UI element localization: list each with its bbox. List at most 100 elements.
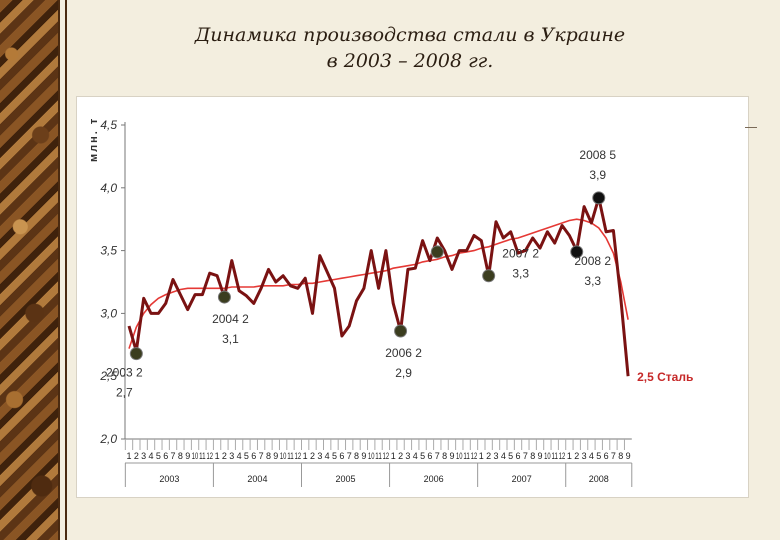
x-tick-label-month: 7 xyxy=(435,451,440,461)
x-tick-label-month: 12 xyxy=(206,451,213,461)
y-axis-label: млн. т xyxy=(88,117,100,162)
x-tick-label-month: 8 xyxy=(618,451,623,461)
marble-border xyxy=(0,0,58,540)
x-tick-label-month: 9 xyxy=(361,451,366,461)
y-tick-label: 2,0 xyxy=(99,432,117,446)
x-tick-label-month: 9 xyxy=(273,451,278,461)
y-tick-label: 3,5 xyxy=(100,244,117,258)
x-tick-label-month: 8 xyxy=(530,451,535,461)
x-tick-label-month: 11 xyxy=(287,451,294,461)
x-tick-label-year: 2005 xyxy=(336,474,356,484)
x-tick-label-month: 4 xyxy=(237,451,242,461)
annotation-label: 2007 2 xyxy=(502,247,539,261)
annotation-value: 3,1 xyxy=(222,332,239,346)
x-tick-label-month: 4 xyxy=(589,451,594,461)
x-tick-label-month: 2 xyxy=(222,451,227,461)
border-line xyxy=(58,0,60,540)
x-tick-label-month: 2 xyxy=(398,451,403,461)
x-tick-label-month: 4 xyxy=(149,451,154,461)
x-tick-label-month: 10 xyxy=(456,451,463,461)
slide-title-line1: Динамика производства стали в Украине xyxy=(194,24,626,46)
x-tick-label-month: 4 xyxy=(413,451,418,461)
y-tick-label: 4,0 xyxy=(100,181,117,195)
x-tick-label-month: 7 xyxy=(523,451,528,461)
x-tick-label-month: 12 xyxy=(471,451,478,461)
x-tick-label-year: 2008 xyxy=(589,474,609,484)
trend-line xyxy=(128,218,629,349)
x-tick-label-month: 9 xyxy=(185,451,190,461)
x-tick-label-month: 4 xyxy=(325,451,330,461)
x-tick-label-month: 1 xyxy=(303,451,308,461)
x-tick-label-month: 7 xyxy=(259,451,264,461)
x-tick-label-month: 6 xyxy=(516,451,521,461)
x-tick-label-month: 9 xyxy=(626,451,631,461)
slide-title: Динамика производства стали в Украине в … xyxy=(110,22,710,74)
x-tick-label-month: 2 xyxy=(486,451,491,461)
annotation-label: 2003 2 xyxy=(106,366,143,380)
x-tick-label-month: 10 xyxy=(280,451,287,461)
x-tick-label-month: 7 xyxy=(611,451,616,461)
x-tick-label-month: 5 xyxy=(596,451,601,461)
x-tick-label-month: 11 xyxy=(551,451,558,461)
x-tick-label-month: 5 xyxy=(420,451,425,461)
annotation-value: 3,3 xyxy=(584,274,601,288)
annotation-label: 2008 5 xyxy=(579,148,616,162)
x-tick-label-month: 1 xyxy=(479,451,484,461)
x-tick-label-month: 7 xyxy=(347,451,352,461)
x-tick-label-month: 1 xyxy=(126,451,131,461)
annotation-marker xyxy=(482,269,496,283)
x-tick-label-year: 2007 xyxy=(512,474,532,484)
border-line xyxy=(65,0,67,540)
x-tick-label-month: 5 xyxy=(508,451,513,461)
steel-series-line xyxy=(127,196,630,377)
x-tick-label-month: 11 xyxy=(199,451,206,461)
y-tick-label: 2,5 xyxy=(99,369,117,383)
x-tick-label-month: 9 xyxy=(538,451,543,461)
x-tick-label-month: 10 xyxy=(544,451,551,461)
x-tick-label-month: 2 xyxy=(134,451,139,461)
annotation-value: 3,3 xyxy=(512,267,529,281)
annotation-marker xyxy=(394,324,408,338)
x-tick-label-month: 3 xyxy=(229,451,234,461)
x-tick-label-month: 12 xyxy=(559,451,566,461)
annotation-marker xyxy=(129,347,143,361)
x-tick-label-month: 9 xyxy=(449,451,454,461)
x-tick-label-month: 7 xyxy=(171,451,176,461)
x-tick-label-month: 5 xyxy=(332,451,337,461)
x-tick-label-month: 3 xyxy=(141,451,146,461)
x-tick-label-month: 6 xyxy=(163,451,168,461)
x-tick-label-month: 12 xyxy=(295,451,302,461)
x-tick-label-year: 2006 xyxy=(424,474,444,484)
x-tick-label-month: 3 xyxy=(317,451,322,461)
x-tick-label-month: 8 xyxy=(354,451,359,461)
x-tick-label-month: 3 xyxy=(405,451,410,461)
x-tick-label-year: 2003 xyxy=(159,474,179,484)
annotation-value: 2,7 xyxy=(116,386,133,400)
x-tick-label-month: 6 xyxy=(251,451,256,461)
x-tick-label-month: 3 xyxy=(493,451,498,461)
x-tick-label-month: 11 xyxy=(463,451,470,461)
x-tick-label-month: 6 xyxy=(427,451,432,461)
annotation-marker xyxy=(592,191,606,205)
x-tick-label-month: 4 xyxy=(501,451,506,461)
annotation-label: 2008 2 xyxy=(574,254,611,268)
annotation-label: 2004 2 xyxy=(212,312,249,326)
y-tick-label: 4,5 xyxy=(100,118,117,132)
x-tick-label-month: 10 xyxy=(368,451,375,461)
x-tick-label-month: 8 xyxy=(442,451,447,461)
y-tick-label: 3,0 xyxy=(100,306,117,320)
x-tick-label-month: 5 xyxy=(156,451,161,461)
x-tick-label-month: 10 xyxy=(192,451,199,461)
annotation-marker xyxy=(430,245,444,259)
slide-title-line2: в 2003 – 2008 гг. xyxy=(326,50,494,72)
x-tick-label-month: 2 xyxy=(310,451,315,461)
annotation-value: 2,9 xyxy=(395,366,412,380)
x-tick-label-month: 8 xyxy=(266,451,271,461)
x-tick-label-month: 8 xyxy=(178,451,183,461)
x-tick-label-month: 3 xyxy=(582,451,587,461)
x-tick-label-month: 1 xyxy=(215,451,220,461)
chart-panel xyxy=(76,96,749,498)
x-tick-label-month: 5 xyxy=(244,451,249,461)
x-tick-label-month: 12 xyxy=(383,451,390,461)
